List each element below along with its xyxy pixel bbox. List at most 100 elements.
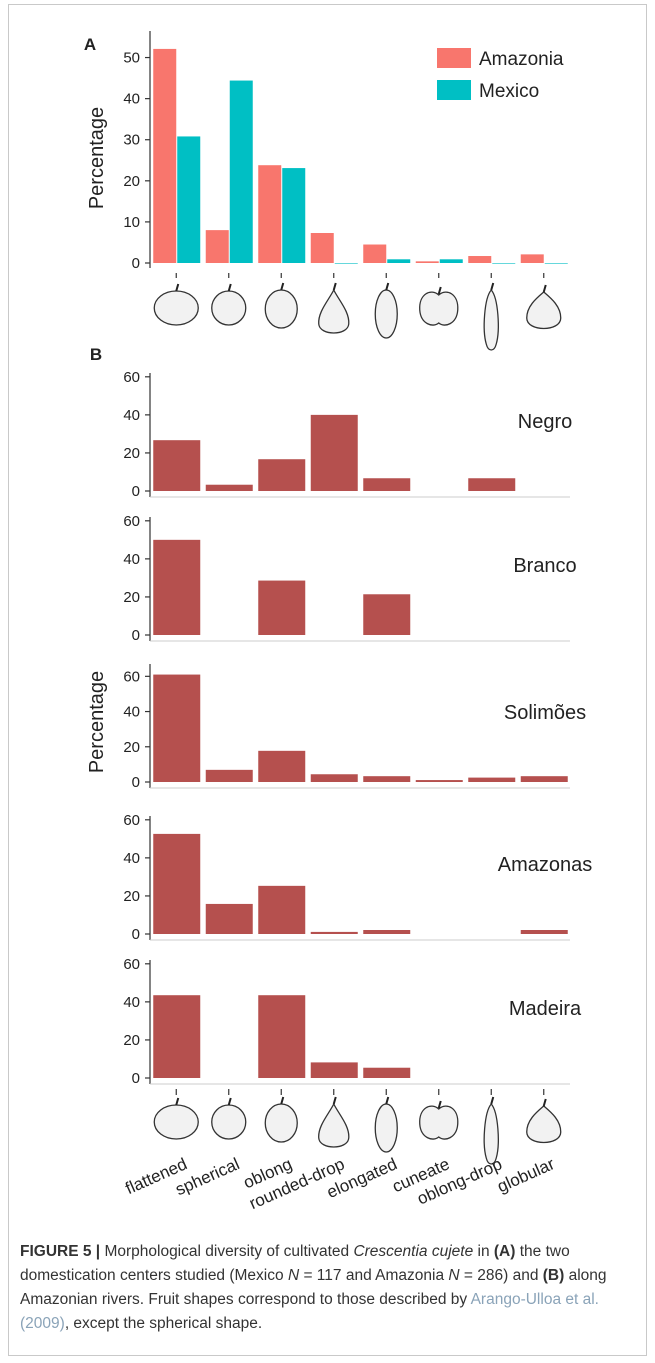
- y-tick-label: 0: [132, 1070, 140, 1087]
- fruit-stem: [385, 1096, 390, 1105]
- bar-mexico: [334, 263, 358, 264]
- caption-text: , except the spherical shape.: [64, 1315, 263, 1332]
- y-tick-label: 0: [132, 255, 140, 272]
- bar-amazonas: [520, 930, 568, 934]
- fruit-outline: [419, 1105, 459, 1140]
- y-tick-label: 20: [123, 589, 140, 606]
- bar-amazonas: [153, 833, 201, 934]
- bar-negro: [468, 478, 516, 491]
- bar-madeira: [258, 995, 306, 1078]
- fruit-oblong-drop-icon: [483, 282, 499, 351]
- fruit-outline: [483, 1103, 499, 1165]
- bar-branco: [258, 580, 306, 635]
- fruit-stem: [280, 282, 285, 291]
- fruit-rounded-drop-icon: [318, 1096, 350, 1148]
- y-tick-label: 20: [123, 1032, 140, 1049]
- fruit-stem: [227, 283, 232, 292]
- fruit-stem: [175, 1097, 180, 1106]
- fruit-outline: [153, 290, 199, 326]
- caption-text: the two domestication centers studied (M…: [20, 1243, 570, 1284]
- y-tick-label: 60: [123, 668, 140, 685]
- fruit-flattened-icon: [153, 283, 199, 326]
- bar-solimões: [205, 769, 253, 782]
- fruit-stem: [437, 286, 442, 295]
- fruit-stem: [280, 1096, 285, 1105]
- bar-amazonia: [468, 256, 492, 263]
- fruit-oblong-icon: [264, 1096, 298, 1143]
- bar-amazonia: [363, 244, 387, 263]
- figure-caption: FIGURE 5 | Morphological diversity of cu…: [20, 1240, 640, 1336]
- fruit-outline: [318, 288, 350, 334]
- caption-panel-ref: (B): [542, 1267, 565, 1284]
- fruit-stem: [227, 1097, 232, 1106]
- bar-negro: [258, 459, 306, 491]
- legend-swatch: [437, 48, 471, 68]
- figure-canvas: 0 10 20 30 40 50 Percentage A Amazonia Mexico B Pe…: [84, 31, 592, 1213]
- fruit-cuneate-icon: [419, 1100, 459, 1140]
- fruit-stem: [332, 1096, 337, 1105]
- bar-amazonia: [205, 230, 229, 263]
- bar-amazonia: [258, 165, 282, 263]
- fruit-stem: [175, 283, 180, 292]
- fruit-shape-icons-row-b: [153, 1096, 562, 1165]
- fruit-outline: [374, 289, 398, 339]
- panel-a-chart: 0 10 20 30 40 50 Percentage A Amazonia Mexico: [84, 31, 568, 278]
- bar-negro: [205, 484, 253, 491]
- caption-text: in: [473, 1243, 494, 1260]
- caption-text: = 117 and Amazonia: [299, 1267, 449, 1284]
- fruit-stem: [385, 282, 390, 291]
- y-tick-label: 40: [123, 551, 140, 568]
- panel-b-chart: B Percentage 0 20 40 60 Negro 0 20 40 60 Branco 0 20 4…: [86, 345, 592, 1095]
- fruit-cuneate-icon: [419, 286, 459, 326]
- y-tick-label: 40: [123, 407, 140, 424]
- fruit-stem: [490, 1096, 495, 1105]
- citation-link[interactable]: Arango-Ulloa et al. (2009): [20, 1291, 599, 1332]
- fruit-outline: [211, 290, 247, 326]
- bar-amazonia: [415, 261, 439, 263]
- fruit-outline: [526, 1105, 562, 1144]
- caption-text: = 286) and: [459, 1267, 543, 1284]
- caption-text: Morphological diversity of cultivated: [100, 1243, 354, 1260]
- fruit-outline: [153, 1104, 199, 1140]
- bar-mexico: [177, 136, 201, 263]
- fruit-outline: [318, 1102, 350, 1148]
- bar-negro: [153, 440, 201, 491]
- panel-label: A: [84, 35, 96, 54]
- fruit-outline: [526, 291, 562, 330]
- figure-frame: [8, 4, 647, 1356]
- bar-amazonia: [153, 48, 177, 263]
- y-tick-label: 40: [123, 994, 140, 1011]
- y-tick-label: 20: [123, 445, 140, 462]
- category-label: globular: [494, 1154, 557, 1196]
- caption-panel-ref: (A): [493, 1243, 516, 1260]
- bar-solimões: [363, 776, 411, 782]
- facet-title: Negro: [518, 411, 572, 433]
- bar-mexico: [439, 259, 463, 263]
- bar-solimões: [258, 750, 306, 782]
- y-tick-label: 0: [132, 774, 140, 791]
- fruit-stem: [332, 282, 337, 291]
- y-tick-label: 20: [123, 173, 140, 190]
- fruit-oblong-drop-icon: [483, 1096, 499, 1165]
- legend-label: Amazonia: [479, 49, 564, 70]
- legend-label: Mexico: [479, 81, 539, 102]
- fruit-shape-icons-row-a: [153, 282, 562, 351]
- y-tick-label: 60: [123, 513, 140, 530]
- caption-text: along Amazonian rivers. Fruit shapes cor…: [20, 1267, 607, 1308]
- y-tick-label: 20: [123, 739, 140, 756]
- bar-madeira: [153, 995, 201, 1078]
- fruit-stem: [437, 1100, 442, 1109]
- fruit-oblong-icon: [264, 282, 298, 329]
- bar-amazonas: [258, 885, 306, 934]
- y-tick-label: 30: [123, 132, 140, 149]
- bar-negro: [363, 478, 411, 491]
- fruit-outline: [211, 1104, 247, 1140]
- y-tick-label: 60: [123, 812, 140, 829]
- bar-solimões: [415, 780, 463, 782]
- bar-mexico: [387, 259, 411, 263]
- fruit-outline: [264, 289, 298, 329]
- caption-species: Crescentia cujete: [353, 1243, 474, 1260]
- y-tick-label: 40: [123, 850, 140, 867]
- facet-title: Branco: [513, 555, 576, 577]
- fruit-spherical-icon: [211, 1097, 247, 1140]
